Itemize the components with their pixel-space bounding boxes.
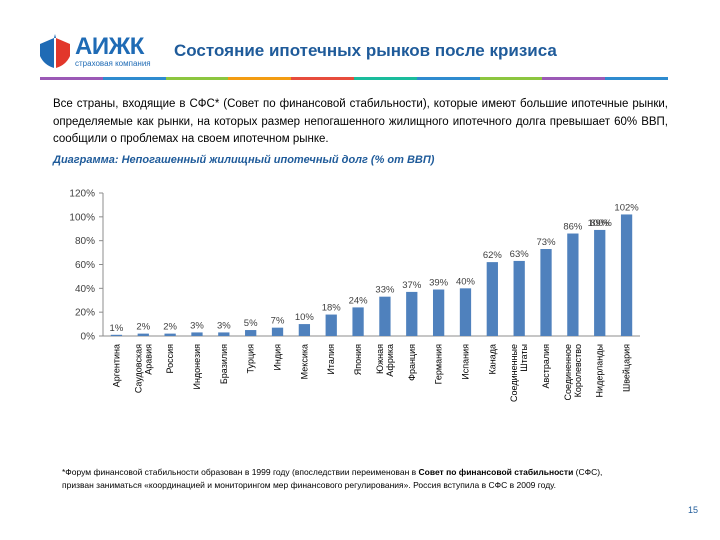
x-category-label: Япония	[353, 344, 363, 375]
page-number: 15	[688, 505, 699, 515]
slide-header: АИЖК страховая компания Состояние ипотеч…	[0, 0, 720, 80]
x-category-label: Франция	[407, 344, 417, 381]
x-category-label: Швейцария	[622, 344, 632, 392]
bar	[352, 307, 364, 336]
bar	[137, 333, 149, 336]
y-tick-label: 80%	[75, 236, 95, 247]
bar	[594, 229, 606, 336]
bar-value-label: 62%	[483, 250, 503, 261]
stripe-segment	[165, 77, 229, 80]
bar-value-label: 40%	[456, 276, 476, 287]
bar	[513, 260, 525, 336]
stripe-segment	[542, 77, 606, 80]
footnote-text-start: *Форум финансовой стабильности образован…	[62, 467, 419, 477]
bars	[110, 214, 633, 336]
x-axis-labels: Аргентина СаудовскаяАравия Россия Индонезия…	[111, 344, 631, 402]
x-category-label: СаудовскаяАравия	[133, 344, 153, 393]
bar-value-label: 5%	[244, 318, 258, 329]
bar-value-label: 73%	[537, 237, 557, 248]
stripe-segment	[605, 77, 668, 80]
y-tick-label: 60%	[75, 260, 95, 271]
bar-value-label: 7%	[271, 316, 285, 327]
bar-value-label: 2%	[163, 322, 177, 333]
bar	[164, 333, 176, 336]
bar-value-label: 3%	[190, 320, 204, 331]
bar	[110, 334, 123, 336]
x-category-label: Индия	[273, 344, 283, 371]
bar	[486, 262, 498, 336]
chart-title: Диаграмма: Непогашенный жилищный ипотечн…	[53, 154, 435, 166]
x-category-label: Австралия	[541, 344, 551, 389]
y-tick-label: 20%	[75, 308, 95, 319]
bar-value-label: 39%	[429, 278, 449, 289]
bar-value-label: 86%	[563, 222, 583, 233]
x-category-label: Россия	[165, 344, 175, 374]
bar	[459, 288, 472, 336]
x-category-label: Турция	[246, 344, 256, 374]
stripe-segment	[416, 77, 480, 80]
x-category-label: Аргентина	[111, 344, 121, 387]
x-category-label: СоединенноеКоролевство	[563, 344, 583, 401]
intro-paragraph: Все страны, входящие в СФС* (Совет по фи…	[53, 98, 668, 145]
bar-value-label: 37%	[402, 280, 422, 291]
y-tick-label: 40%	[75, 284, 95, 295]
x-category-label: Германия	[434, 344, 444, 384]
bar	[620, 214, 633, 336]
y-tick-label: 120%	[69, 189, 95, 200]
bar-value-label: 89%	[590, 218, 610, 229]
bar	[218, 332, 230, 336]
bar-value-label: 18%	[322, 303, 342, 314]
footnote: *Форум финансовой стабильности образован…	[62, 466, 622, 492]
x-category-label: Бразилия	[219, 344, 229, 384]
logo-subtitle: страховая компания	[75, 59, 151, 68]
bar	[271, 327, 284, 336]
bar-value-label: 102%	[614, 202, 639, 213]
x-category-label: СоединенныеШтаты	[509, 344, 529, 402]
logo-name: АИЖК	[75, 33, 144, 60]
bar-value-label: 1%	[110, 323, 124, 334]
page-title: Состояние ипотечных рынков после кризиса	[174, 41, 557, 60]
bar-value-label: 63%	[510, 249, 530, 260]
bar-value-label: 24%	[349, 295, 369, 306]
stripe-segment	[353, 77, 417, 80]
x-category-label: ЮжнаяАфрика	[375, 344, 395, 377]
bar	[298, 324, 311, 336]
logo-mark-icon	[40, 34, 70, 68]
bar	[191, 332, 203, 336]
x-category-label: Испания	[460, 344, 470, 380]
x-category-label: Канада	[487, 344, 497, 374]
bar	[432, 289, 445, 336]
stripe-segment	[228, 77, 292, 80]
bar-value-label: 10%	[295, 312, 315, 323]
value-labels: 1% 2% 2% 3% 3% 5% 7% 10% 18% 24% 33% 37% 39% 40% 62% 63…	[110, 202, 640, 333]
footnote-bold-term: Совет по финансовой стабильности	[418, 467, 574, 477]
x-category-label: Индонезия	[192, 344, 202, 390]
bar	[540, 249, 552, 336]
x-category-label: Мексика	[299, 344, 309, 379]
bar	[406, 291, 418, 336]
footnote-text-end: (СФС), призван заниматься «координацией …	[62, 467, 603, 490]
bar	[379, 296, 391, 336]
y-tick-label: 100%	[69, 212, 95, 223]
header-color-stripe	[40, 77, 668, 80]
extra-value-label: 100%	[588, 218, 613, 229]
x-category-label: Нидерланды	[595, 344, 605, 397]
x-category-label: Италия	[326, 344, 336, 375]
stripe-segment	[479, 77, 543, 80]
bar-value-label: 2%	[136, 322, 150, 333]
bar-value-label: 3%	[217, 320, 231, 331]
stripe-segment	[102, 77, 166, 80]
bar	[325, 314, 337, 336]
stripe-segment	[40, 77, 103, 80]
bar	[567, 233, 579, 336]
stripe-segment	[291, 77, 354, 80]
company-logo: АИЖК страховая компания	[38, 32, 163, 72]
y-tick-label: 0%	[81, 332, 96, 343]
bar-value-label: 33%	[375, 285, 395, 296]
bar	[245, 330, 257, 336]
